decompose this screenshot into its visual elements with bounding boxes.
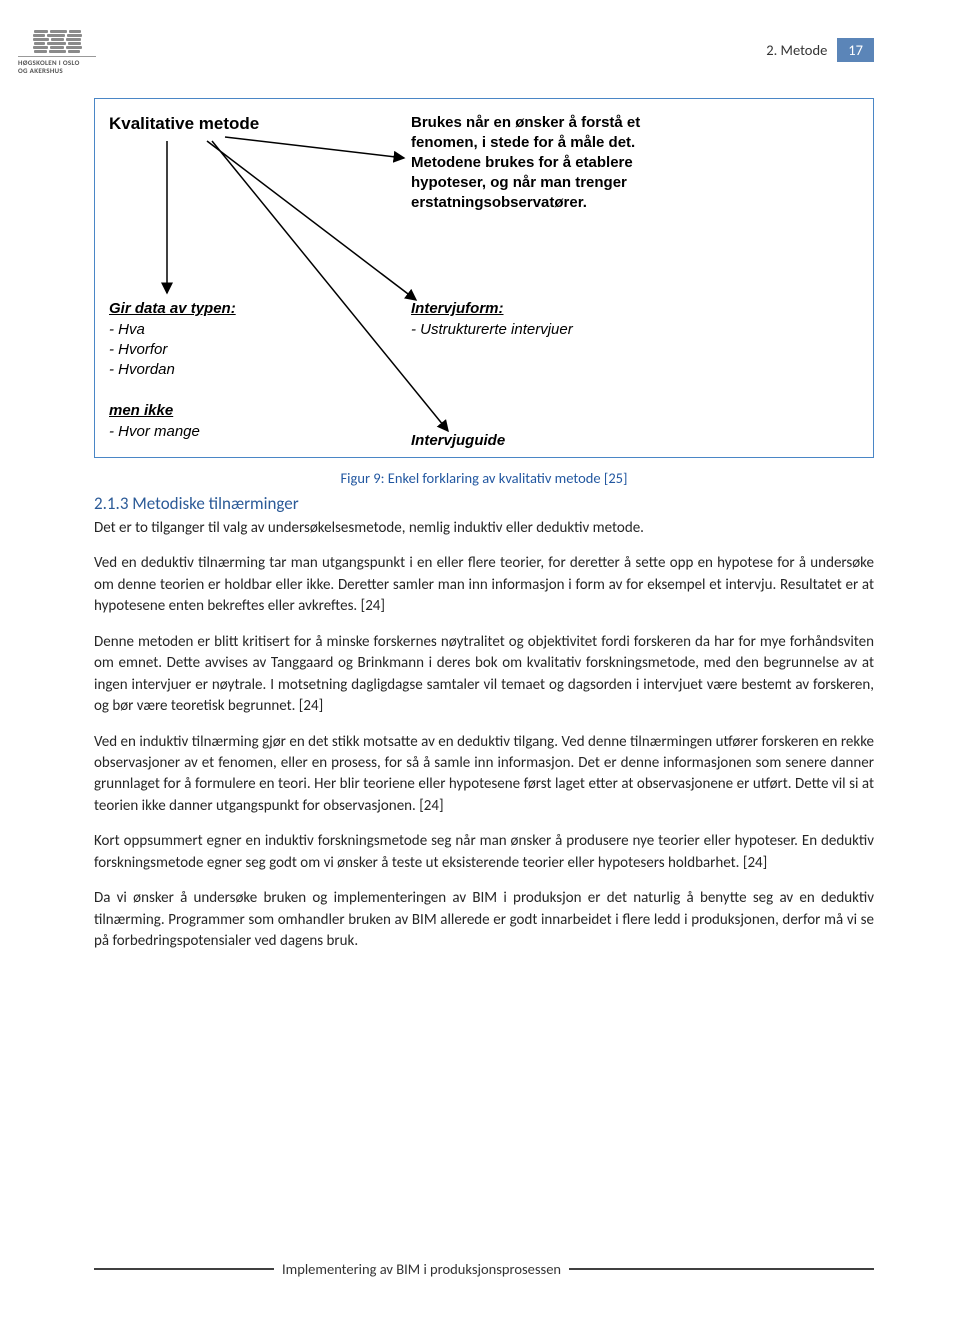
paragraph-6: Da vi ønsker å undersøke bruken og imple… — [94, 888, 874, 952]
desc-l5: erstatningsobservatører. — [411, 193, 587, 213]
page-number-badge: 17 — [837, 38, 874, 62]
figure-caption: Figur 9: Enkel forklaring av kvalitativ … — [94, 469, 874, 487]
exclude-head: men ikke — [109, 401, 173, 421]
desc-l3: Metodene brukes for å etablere — [411, 153, 633, 173]
logo-text-2: OG AKERSHUS — [18, 67, 96, 75]
paragraph-5: Kort oppsummert egner en induktiv forskn… — [94, 831, 874, 874]
desc-l4: hypoteser, og når man trenger — [411, 173, 627, 193]
diagram-title: Kvalitative metode — [109, 113, 259, 136]
paragraph-1: Det er to tilganger til valg av undersøk… — [94, 518, 874, 539]
concept-diagram: Kvalitative metode Brukes når en ønsker … — [94, 98, 874, 458]
paragraph-4: Ved en induktiv tilnærming gjør en det s… — [94, 732, 874, 818]
interview-item: - Ustrukturerte intervjuer — [411, 320, 573, 340]
institution-logo: HØGSKOLEN I OSLO OG AKERSHUS — [18, 30, 96, 74]
desc-l1: Brukes når en ønsker å forstå et — [411, 114, 640, 131]
interview-guide: Intervjuguide — [411, 431, 505, 451]
data-item-3: - Hvordan — [109, 360, 175, 380]
page-footer: Implementering av BIM i produksjonsprose… — [94, 1260, 874, 1278]
subsection-title: 2.1.3 Metodiske tilnærminger — [94, 493, 874, 514]
footer-rule-left — [94, 1268, 274, 1269]
paragraph-3: Denne metoden er blitt kritisert for å m… — [94, 632, 874, 718]
data-item-2: - Hvorfor — [109, 340, 167, 360]
footer-text: Implementering av BIM i produksjonsprose… — [274, 1260, 569, 1278]
exclude-item: - Hvor mange — [109, 422, 200, 442]
section-label: 2. Metode — [766, 41, 827, 59]
logo-mark — [18, 30, 96, 53]
page-header: 2. Metode 17 — [766, 38, 874, 62]
desc-l2: fenomen, i stede for å måle det. — [411, 133, 635, 153]
interview-head: Intervjuform: — [411, 299, 504, 319]
paragraph-2: Ved en deduktiv tilnærming tar man utgan… — [94, 553, 874, 617]
footer-rule-right — [569, 1268, 874, 1269]
diagram-desc: Brukes når en ønsker å forstå et — [411, 113, 640, 133]
data-item-1: - Hva — [109, 320, 145, 340]
data-type-head: Gir data av typen: — [109, 299, 236, 319]
